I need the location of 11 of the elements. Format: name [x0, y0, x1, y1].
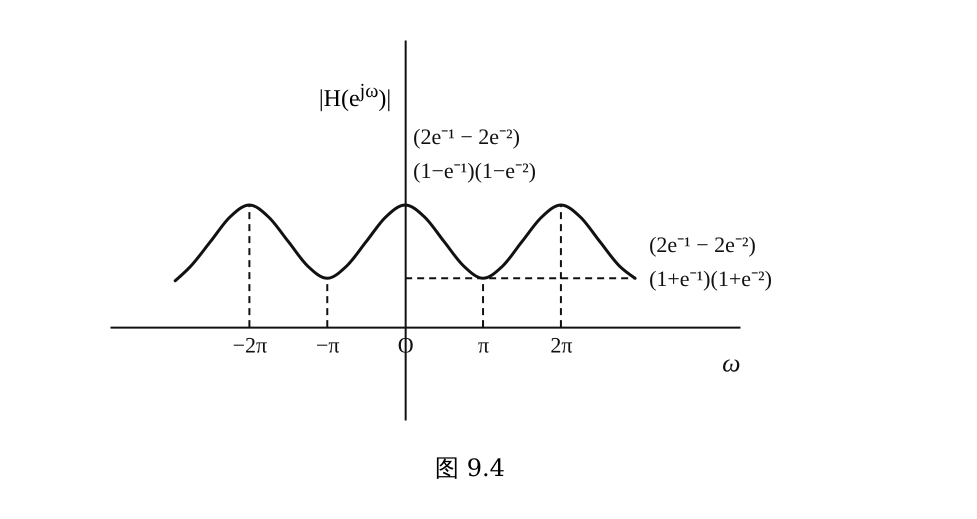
annotation: (1+e⁻¹)(1+e⁻²)	[649, 266, 772, 292]
x-tick-label: π	[478, 332, 490, 358]
x-tick-label: 2π	[550, 332, 572, 358]
x-axis-title: ω	[722, 348, 740, 378]
text: (1−e⁻¹)(1−e⁻²)	[413, 158, 536, 184]
caption: 图 9.4	[435, 453, 505, 484]
y-axis-title: |H(e$^{jω}$)|	[318, 80, 392, 113]
text: (2e⁻¹ − 2e⁻²)	[413, 124, 520, 150]
annotation: (2e⁻¹ − 2e⁻²)	[649, 232, 756, 258]
x-tick-label: −2π	[232, 332, 268, 358]
x-tick-label: −π	[316, 332, 340, 358]
